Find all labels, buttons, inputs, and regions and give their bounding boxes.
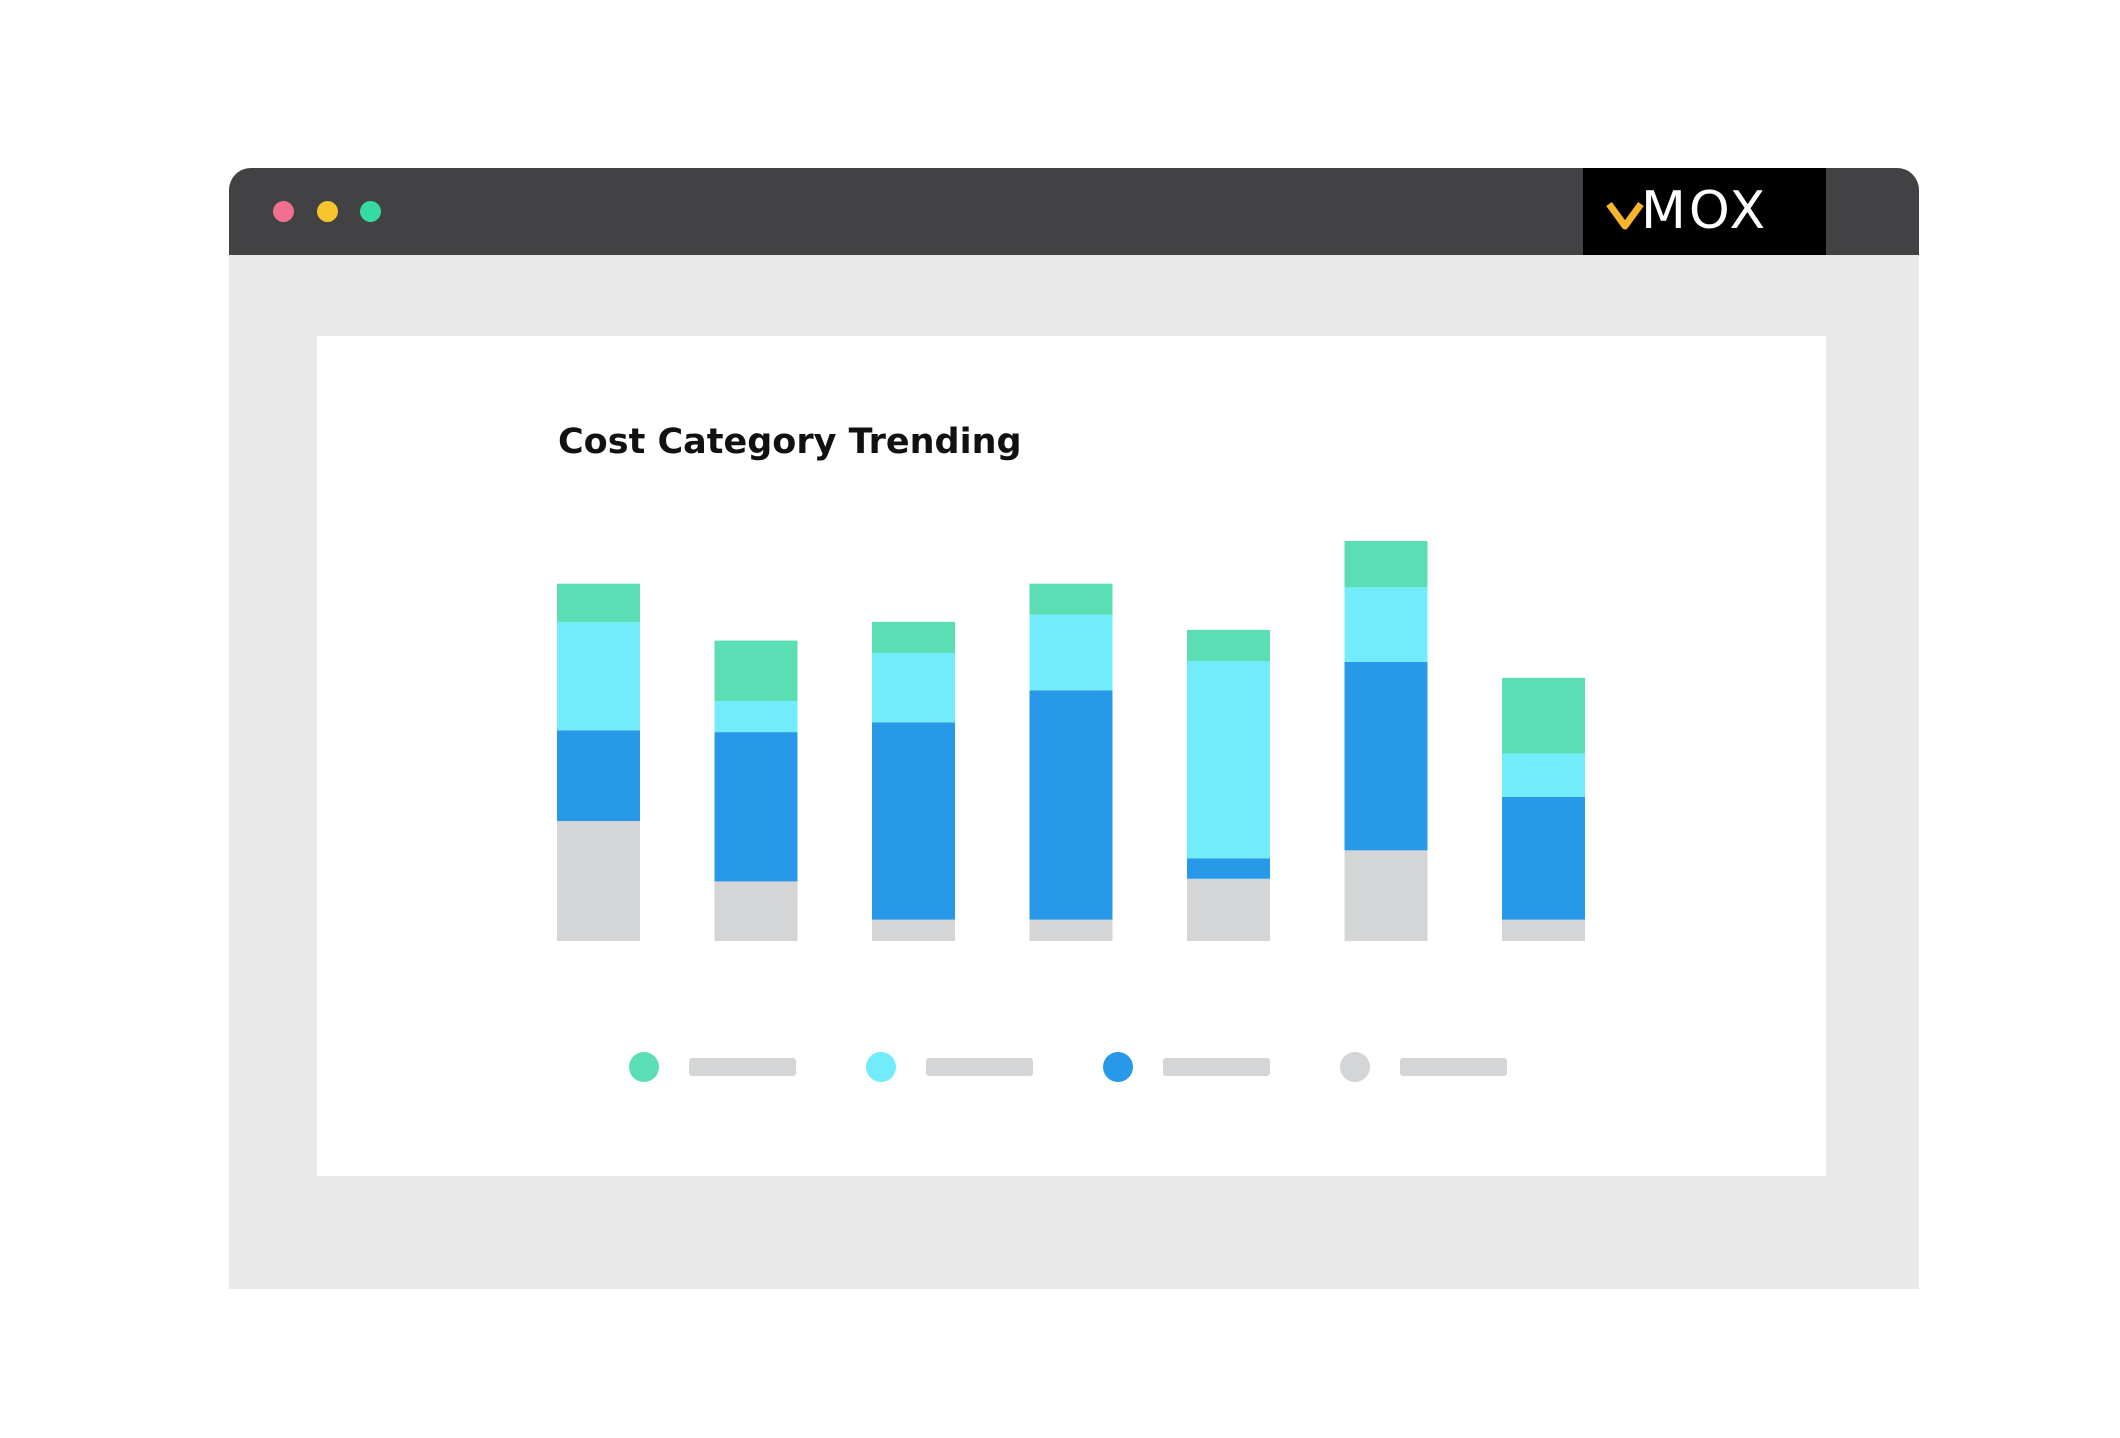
legend-marker-2 [866,1052,896,1082]
bar-segment-6-series-1 [1344,850,1428,941]
legend-label-placeholder-3 [1163,1058,1270,1076]
title-bar: MOX [229,168,1919,255]
chart-card: Cost Category Trending [317,336,1826,1176]
bar-segment-5-series-2 [1187,858,1270,879]
bar-segment-7-series-3 [1502,753,1585,797]
bar-segment-2-series-4 [714,640,798,701]
vmox-logo: MOX [1583,168,1826,255]
bar-segment-5-series-4 [1187,629,1270,661]
bar-segment-1-series-3 [557,621,640,731]
maximize-window-button[interactable] [360,201,381,222]
chart-title: Cost Category Trending [558,422,1022,462]
close-window-button[interactable] [273,201,294,222]
bar-segment-6-series-4 [1344,541,1428,588]
bar-segment-6-series-2 [1344,661,1428,851]
bar-segment-7-series-1 [1502,919,1585,941]
legend-label-placeholder-4 [1400,1058,1507,1076]
bar-segment-5-series-1 [1187,878,1270,941]
minimize-window-button[interactable] [317,201,338,222]
bar-segment-7-series-4 [1502,677,1585,754]
legend-label-placeholder-1 [689,1058,796,1076]
logo-text: MOX [1641,181,1769,241]
logo-v-icon [1606,201,1644,230]
legend-label-placeholder-2 [926,1058,1033,1076]
bar-segment-2-series-3 [714,701,798,733]
bar-segment-1-series-2 [557,730,640,821]
bar-segment-3-series-1 [872,919,955,941]
bar-segment-5-series-3 [1187,661,1270,859]
bar-segment-4-series-1 [1029,919,1113,941]
browser-window: MOX Cost Category Trending [229,168,1919,1289]
bar-segment-1-series-4 [557,583,640,622]
legend-marker-4 [1340,1052,1370,1082]
bar-segment-4-series-3 [1029,614,1113,691]
bar-segment-2-series-2 [714,732,798,882]
bar-segment-3-series-4 [872,621,955,653]
legend-marker-3 [1103,1052,1133,1082]
bar-segment-3-series-2 [872,722,955,920]
bar-segment-1-series-1 [557,821,640,941]
legend-marker-1 [629,1052,659,1082]
bar-segment-4-series-2 [1029,690,1113,920]
bar-segment-2-series-1 [714,881,798,941]
bar-segment-3-series-3 [872,653,955,723]
bar-segment-6-series-3 [1344,587,1428,662]
bar-segment-4-series-4 [1029,583,1113,615]
bar-segment-7-series-2 [1502,797,1585,920]
stacked-bar-chart [557,541,1585,1082]
